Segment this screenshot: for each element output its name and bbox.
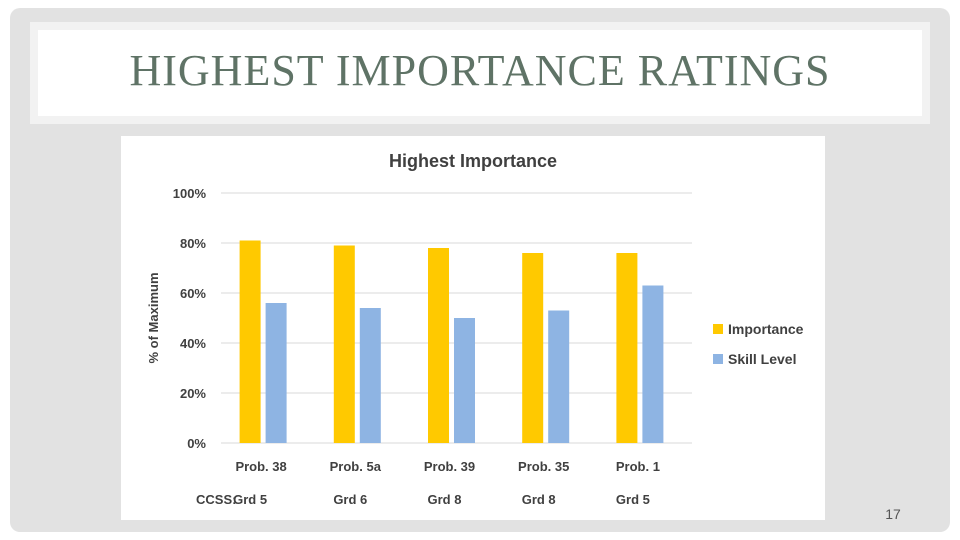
title-box: HIGHEST IMPORTANCE RATINGS [30,22,930,124]
x-tick-label: Prob. 39 [424,459,475,474]
bar-importance [239,240,261,443]
bar-importance [522,253,544,443]
bar-skill-level [642,285,664,443]
legend-swatch [713,324,723,334]
y-tick-label: 40% [180,336,206,351]
secondary-x-label: Grd 8 [522,492,556,507]
chart-title: Highest Importance [389,151,557,171]
y-tick-label: 100% [173,186,207,201]
x-tick-label: Prob. 5a [330,459,382,474]
bar-skill-level [265,303,287,443]
secondary-x-label: Grd 5 [616,492,650,507]
bar-skill-level [359,308,381,443]
bar-importance [428,248,449,443]
secondary-x-label: Grd 8 [428,492,462,507]
legend-label: Importance [728,321,804,337]
x-tick-label: Prob. 35 [518,459,569,474]
x-tick-label: Prob. 38 [235,459,286,474]
secondary-x-label: Grd 5 [233,492,267,507]
legend-label: Skill Level [728,351,796,367]
y-tick-label: 80% [180,236,206,251]
chart-panel: Highest Importance 0% 20% 40% 60% 80% 100% % of… [121,136,825,520]
bar-chart: Highest Importance 0% 20% 40% 60% 80% 100% % of… [146,151,804,507]
y-tick-label: 0% [187,436,206,451]
y-tick-label: 60% [180,286,206,301]
bar-importance [333,245,355,443]
secondary-x-label: Grd 6 [333,492,367,507]
slide-title: HIGHEST IMPORTANCE RATINGS [129,45,831,95]
y-tick-label: 20% [180,386,206,401]
y-axis-label: % of Maximum [146,272,161,363]
secondary-label-prefix: CCSS: [196,492,236,507]
slide-number: 17 [885,506,901,522]
bar-skill-level [548,310,570,443]
x-tick-label: Prob. 1 [616,459,660,474]
legend-swatch [713,354,723,364]
bar-skill-level [454,318,475,443]
bar-importance [616,253,638,443]
